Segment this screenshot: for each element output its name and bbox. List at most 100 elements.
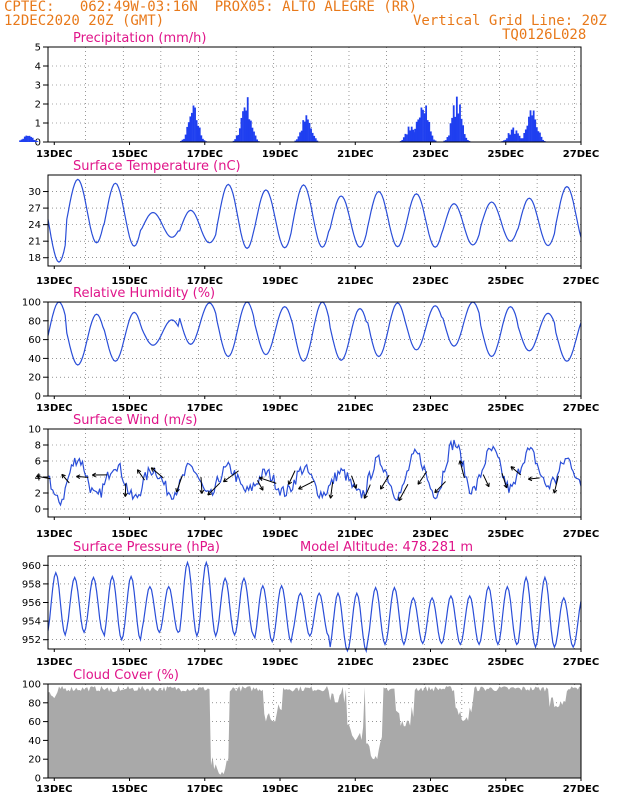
precip-bar: [407, 126, 410, 142]
y-tick-label: 8: [35, 441, 41, 452]
precip-bar: [518, 135, 521, 142]
x-tick-label: 15DEC: [111, 276, 147, 287]
wind-arrow-head: [258, 477, 263, 481]
panel-2: Surface Temperature (nC) 18 21 24 27 30 13DEC 1…: [28, 159, 599, 287]
wind-arrow-head: [207, 493, 212, 496]
wind-arrow-head: [506, 483, 508, 489]
precip-bar: [531, 115, 533, 142]
precip-bar: [422, 109, 424, 142]
y-tick-label: 60: [28, 335, 41, 346]
precip-bar: [28, 135, 31, 142]
precip-bar: [542, 139, 544, 142]
x-tick-label: 21DEC: [337, 529, 373, 540]
precip-bar: [510, 129, 513, 142]
x-tick-label: 17DEC: [187, 784, 223, 795]
precip-bar: [417, 119, 420, 142]
wind-arrow-head: [259, 487, 264, 491]
y-tick-label: 100: [22, 680, 41, 691]
precip-bar: [308, 122, 311, 142]
x-tick-label: 13DEC: [36, 276, 72, 287]
precip-bar: [420, 107, 423, 142]
panel-frame: [47, 46, 582, 143]
header-model-id: TQ0126L028: [502, 27, 587, 43]
wind-arrow: [351, 475, 357, 489]
x-tick-label: 23DEC: [412, 403, 448, 414]
y-tick-label: 100: [22, 298, 41, 309]
y-tick-label: 30: [28, 187, 41, 198]
x-tick-label: 19DEC: [262, 276, 298, 287]
precip-bar: [507, 133, 510, 142]
precip-bar: [246, 97, 249, 142]
precip-bar: [33, 139, 36, 142]
precip-bar: [20, 139, 23, 142]
wind-arrow-head: [123, 492, 126, 497]
precip-bar: [19, 140, 21, 142]
precip-bar: [517, 133, 519, 142]
precip-bar: [423, 113, 426, 142]
precip-bar: [203, 140, 206, 142]
wind-arrow: [298, 480, 315, 490]
wind-arrow-head: [553, 489, 558, 494]
wind-arrow: [176, 475, 183, 493]
x-tick-label: 25DEC: [488, 149, 524, 160]
wind-arrow: [137, 469, 145, 481]
x-tick-label: 15DEC: [111, 149, 147, 160]
wind-arrow-head: [434, 488, 437, 493]
series-line: [47, 178, 582, 263]
wind-arrow: [76, 475, 89, 478]
precip-bars: [19, 96, 546, 142]
precip-bar: [302, 120, 305, 142]
wind-arrow: [482, 474, 490, 487]
precip-bar: [526, 125, 529, 142]
precip-bar: [535, 127, 538, 142]
x-tick-label: 21DEC: [337, 657, 373, 668]
x-tick-label: 21DEC: [337, 784, 373, 795]
precip-bar: [454, 116, 457, 142]
precip-bar: [404, 133, 407, 142]
x-tick-label: 19DEC: [262, 784, 298, 795]
precip-bar: [543, 140, 546, 142]
wind-arrow-head: [137, 469, 142, 472]
precip-bar: [463, 134, 466, 142]
precip-bar: [254, 135, 257, 142]
precip-bar: [191, 112, 193, 142]
precip-bar: [200, 135, 203, 142]
wind-arrow-head: [398, 498, 403, 502]
precip-bar: [192, 105, 195, 142]
panel-annotation: Model Altitude: 478.281 m: [300, 540, 473, 555]
panel-title: Surface Pressure (hPa): [73, 540, 220, 555]
x-tick-label: 13DEC: [36, 403, 72, 414]
y-tick-label: 5: [35, 43, 41, 54]
y-tick-label: 40: [28, 354, 41, 365]
wind-arrow-head: [528, 476, 532, 480]
x-tick-label: 17DEC: [187, 276, 223, 287]
precip-bar: [189, 116, 192, 142]
wind-arrow: [330, 481, 334, 499]
panel-title: Cloud Cover (%): [73, 668, 179, 683]
precip-bar: [411, 138, 413, 142]
precip-bar: [433, 139, 435, 142]
wind-arrow: [259, 477, 277, 484]
precip-bar: [513, 133, 516, 142]
precip-bar: [181, 139, 184, 142]
x-tick-label: 23DEC: [412, 784, 448, 795]
precip-bar: [460, 118, 463, 142]
wind-arrow-head: [417, 482, 422, 485]
x-tick-label: 27DEC: [563, 149, 599, 160]
series-line: [47, 439, 582, 507]
wind-arrow-head: [223, 480, 228, 483]
precip-bar: [414, 128, 417, 142]
precip-bar: [314, 138, 317, 142]
x-tick-label: 15DEC: [111, 657, 147, 668]
wind-arrow-head: [510, 466, 515, 468]
precip-bar: [509, 134, 512, 142]
precip-bar: [428, 121, 431, 142]
x-tick-label: 21DEC: [337, 276, 373, 287]
precip-bar: [297, 136, 300, 142]
wind-arrow-head: [355, 484, 358, 489]
precip-bar: [523, 133, 526, 142]
precip-bar: [195, 120, 198, 142]
precip-bar: [253, 131, 255, 142]
panel-frame: [47, 301, 582, 397]
